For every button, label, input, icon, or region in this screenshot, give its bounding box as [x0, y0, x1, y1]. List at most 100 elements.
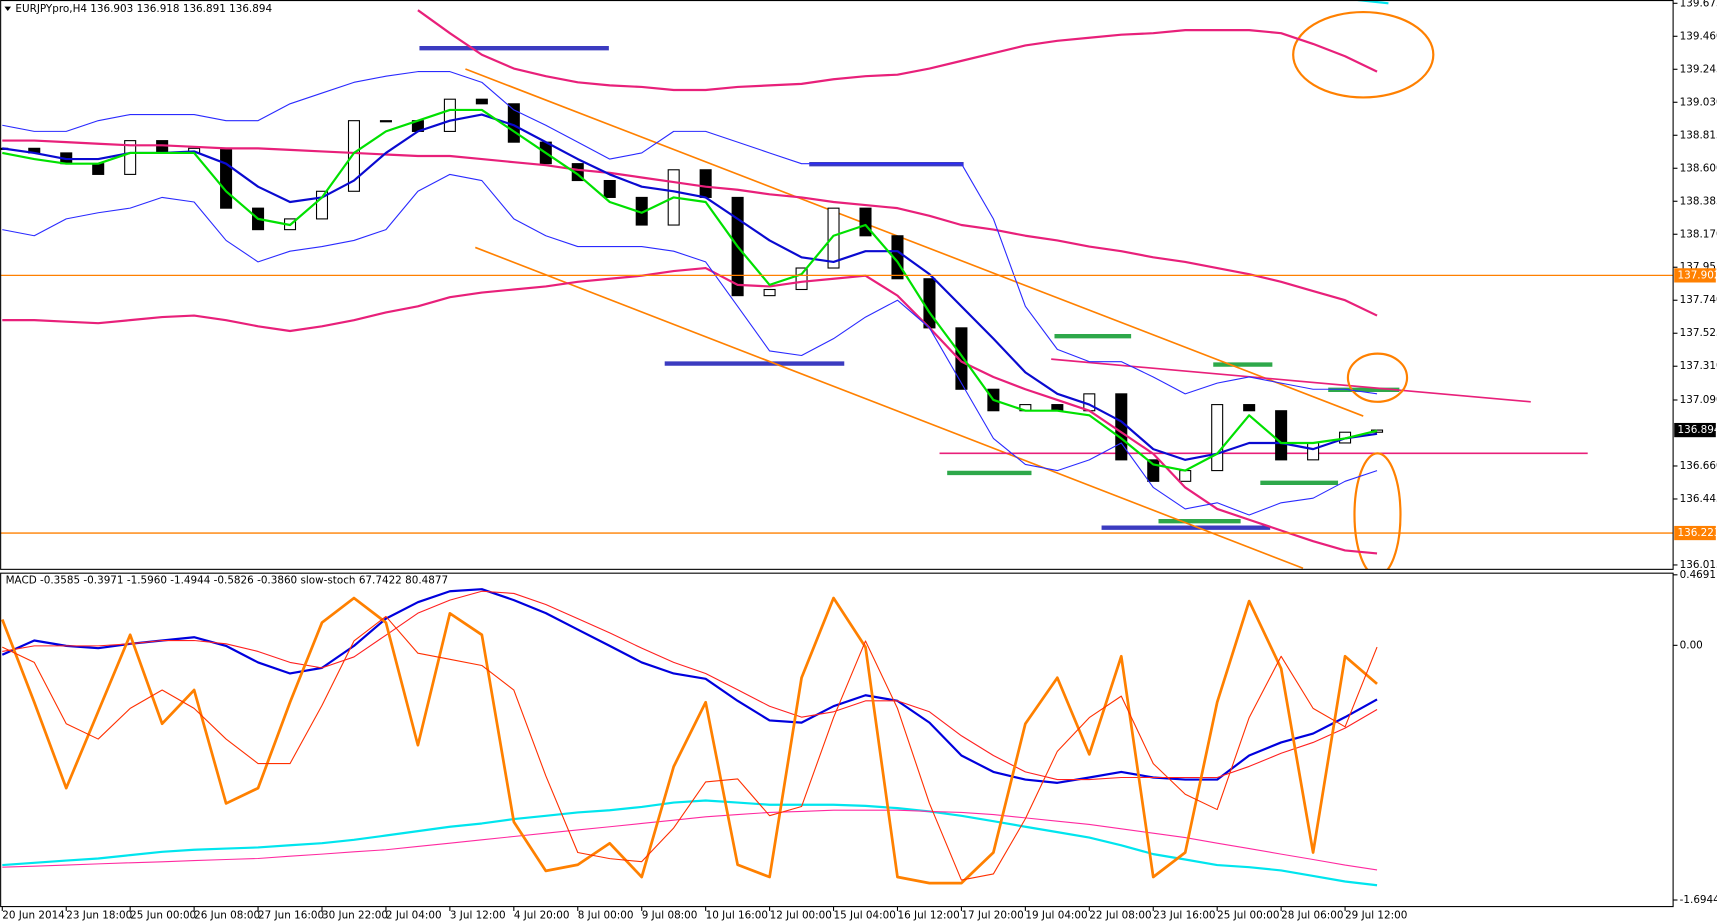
- indicator-line: [417, 9, 1378, 92]
- indicator-line: [1, 596, 1378, 885]
- y-tick-label: 139.030: [1680, 96, 1717, 108]
- channel-line: [474, 246, 1304, 570]
- candle: [891, 235, 904, 280]
- candle: [92, 163, 105, 175]
- y-tick-label: 137.090: [1680, 394, 1717, 406]
- menu-arrow: [4, 6, 12, 11]
- x-tick-label: 25 Jun 00:00: [130, 909, 196, 921]
- x-tick-label: 16 Jul 12:00: [897, 909, 959, 921]
- x-tick-label: 19 Jul 04:00: [1025, 909, 1087, 921]
- candle: [763, 288, 776, 297]
- candle: [1179, 470, 1192, 482]
- candle: [571, 163, 584, 182]
- price-label: 136.223: [1677, 527, 1717, 539]
- price-title: EURJPYpro,H4 136.903 136.918 136.891 136…: [15, 3, 272, 15]
- price-label-box: [1674, 422, 1716, 438]
- x-tick-label: 4 Jul 20:00: [514, 909, 570, 921]
- candle: [699, 169, 712, 198]
- candle: [1147, 459, 1160, 482]
- y-tick-label: -1.6944: [1680, 894, 1717, 906]
- x-tick-label: 23 Jun 18:00: [66, 909, 132, 921]
- x-tick-label: 27 Jun 16:00: [258, 909, 324, 921]
- candle: [379, 120, 392, 123]
- price-label: 137.902: [1677, 269, 1717, 281]
- y-tick-label: 138.170: [1680, 228, 1717, 240]
- x-tick-label: 15 Jul 04:00: [834, 909, 896, 921]
- price-label-box: [1674, 268, 1716, 283]
- indicator-line: [2, 71, 1378, 395]
- x-tick-label: 28 Jul 06:00: [1281, 909, 1343, 921]
- y-tick-label: 0.4691: [1680, 569, 1716, 581]
- candle: [923, 278, 936, 329]
- y-tick-label: 138.385: [1680, 195, 1717, 207]
- x-tick-label: 22 Jul 08:00: [1089, 909, 1151, 921]
- y-tick-label: 139.675: [1680, 0, 1717, 9]
- candle: [443, 98, 456, 132]
- y-tick-label: 139.460: [1680, 30, 1717, 42]
- x-tick-label: 29 Jul 12:00: [1345, 909, 1407, 921]
- candle: [603, 179, 616, 198]
- macd-panel: [1, 588, 1378, 887]
- price-panel: [0, 0, 1674, 570]
- x-tick-label: 12 Jul 00:00: [770, 909, 832, 921]
- indicator-line: [2, 615, 1378, 881]
- candle: [156, 140, 169, 154]
- indicator-line: [2, 173, 1378, 516]
- candle: [1243, 404, 1256, 412]
- candle: [1115, 393, 1128, 461]
- indicator-line: [2, 113, 1378, 461]
- y-tick-label: 136.015: [1680, 559, 1717, 571]
- macd-frame: [0, 572, 1674, 908]
- x-tick-label: 26 Jun 08:00: [194, 909, 260, 921]
- candle: [1211, 404, 1224, 472]
- y-tick-label: 137.525: [1680, 327, 1717, 339]
- candle: [315, 190, 329, 220]
- indicator-line: [2, 799, 1378, 887]
- y-tick-label: 0.00: [1680, 639, 1703, 651]
- y-tick-label: 138.815: [1680, 129, 1717, 141]
- x-tick-label: 9 Jul 08:00: [642, 909, 698, 921]
- candle: [955, 327, 968, 390]
- y-tick-label: 137.310: [1680, 360, 1717, 372]
- highlight-circle: [1292, 10, 1435, 99]
- price-label: 136.894: [1677, 424, 1717, 436]
- highlight-circle: [1346, 352, 1409, 403]
- indicator-line: [2, 139, 1378, 317]
- channel-line: [465, 68, 1364, 417]
- x-tick-label: 3 Jul 12:00: [450, 909, 506, 921]
- candle: [347, 120, 360, 192]
- candle: [827, 207, 840, 269]
- price-label-box: [1674, 525, 1716, 541]
- price-frame: [0, 0, 1674, 570]
- x-tick-label: 30 Jun 22:00: [322, 909, 388, 921]
- y-tick-label: 138.600: [1680, 162, 1717, 174]
- indicator-line: [2, 590, 1378, 781]
- x-tick-label: 8 Jul 00:00: [578, 909, 634, 921]
- indicator-line: [2, 108, 1378, 472]
- candle: [124, 140, 137, 175]
- x-tick-label: 2 Jul 04:00: [386, 909, 442, 921]
- candle: [1307, 442, 1320, 461]
- y-tick-label: 139.245: [1680, 63, 1717, 75]
- macd-title: MACD -0.3585 -0.3971 -1.5960 -1.4944 -0.…: [6, 574, 448, 586]
- candle: [220, 147, 233, 209]
- x-tick-label: 20 Jun 2014: [2, 909, 65, 921]
- indicator-line: [2, 266, 1378, 555]
- y-tick-label: 136.445: [1680, 493, 1717, 505]
- x-tick-label: 17 Jul 20:00: [961, 909, 1023, 921]
- candle: [475, 98, 488, 105]
- y-tick-label: 137.740: [1680, 294, 1717, 306]
- candle: [859, 207, 872, 237]
- candle: [795, 267, 808, 291]
- indicator-line: [1, 588, 1378, 784]
- highlight-circle: [1353, 452, 1402, 570]
- y-tick-label: 136.660: [1680, 460, 1717, 472]
- x-tick-label: 23 Jul 16:00: [1153, 909, 1215, 921]
- candle: [1275, 410, 1288, 461]
- x-tick-label: 25 Jul 00:00: [1217, 909, 1279, 921]
- x-tick-label: 10 Jul 16:00: [706, 909, 768, 921]
